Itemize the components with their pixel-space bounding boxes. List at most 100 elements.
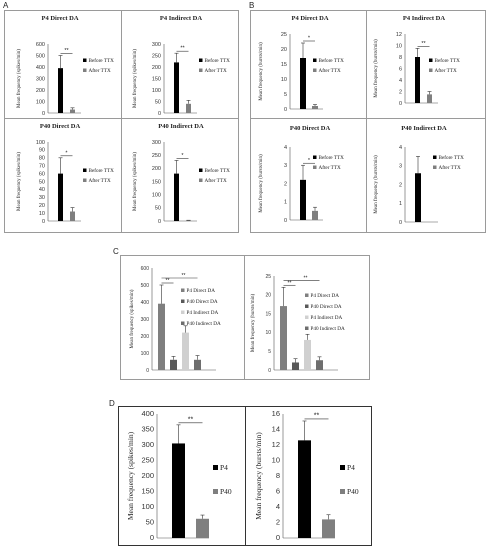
c5-legend-swatch-0: [429, 58, 433, 62]
c2-y-tick-label: 10: [39, 211, 45, 217]
c8-legend-label-1: P40 Direct DA: [187, 299, 218, 305]
c0-legend-swatch-1: [83, 68, 87, 72]
panel-label-d: D: [109, 399, 115, 408]
c11-y-tick-label: 8: [276, 471, 280, 480]
c9-bar-2: [304, 339, 311, 370]
c8-bar-2: [182, 332, 189, 370]
c6-legend-swatch-0: [313, 155, 317, 159]
c7-legend-swatch-0: [433, 155, 437, 159]
c1-legend-label-1: After TTX: [205, 67, 227, 74]
c7-legend-label-0: Before TTX: [439, 154, 465, 161]
c4-y-tick-label: 25: [281, 32, 287, 38]
c7-y-tick-label: 4: [399, 145, 402, 151]
c11-bar-0: [298, 440, 311, 538]
c5-y-tick-label: 12: [396, 32, 402, 38]
c4-legend-swatch-1: [313, 68, 317, 72]
c9-y-tick-label: 25: [265, 274, 271, 280]
c9-y-tick-label: 10: [265, 330, 271, 336]
panel-d-divider-v: [245, 406, 246, 546]
c0-y-tick-label: 100: [36, 99, 45, 105]
c6-legend-label-1: After TTX: [319, 164, 341, 171]
c11-y-tick-label: 0: [276, 533, 280, 542]
panel-b-divider-h: [250, 118, 486, 119]
c5-y-tick-label: 0: [399, 101, 402, 107]
c0-significance-mark: **: [64, 48, 69, 54]
c3-significance-mark: *: [181, 153, 184, 159]
c2-y-tick-label: 60: [39, 171, 45, 177]
c4-legend-swatch-0: [313, 58, 317, 62]
c6-y-tick-label: 0: [284, 218, 287, 224]
panel-b-frame: [250, 10, 486, 233]
c5-significance-mark: **: [421, 41, 426, 47]
c1-bar-0: [174, 62, 179, 113]
c6-significance-mark: *: [308, 158, 311, 164]
c10-y-tick-label: 300: [141, 440, 154, 449]
c4-y-tick-label: 5: [284, 92, 287, 98]
c4-legend-label-1: After TTX: [319, 67, 341, 74]
c8-legend-swatch-2: [181, 310, 185, 314]
c3-y-tick-label: 50: [155, 206, 161, 212]
c0-legend-label-0: Before TTX: [89, 57, 115, 64]
c8-y-tick-label: 300: [141, 317, 150, 323]
c11-y-tick-label: 4: [276, 502, 280, 511]
c2-y-tick-label: 80: [39, 156, 45, 162]
c3-chart-title: P40 Indirect DA: [158, 123, 204, 130]
c10-y-tick-label: 50: [146, 517, 154, 526]
c1-significance-mark: **: [180, 46, 185, 52]
c0-y-tick-label: 500: [36, 53, 45, 59]
c3-y-tick-label: 200: [152, 166, 161, 172]
panel-a-divider-h: [4, 118, 239, 119]
c9-bar-0: [280, 306, 287, 370]
c0-legend-label-1: After TTX: [89, 67, 111, 74]
c6-y-tick-label: 2: [284, 181, 287, 187]
c0-y-tick-label: 200: [36, 88, 45, 94]
c8-legend-label-3: P40 Indirect DA: [187, 321, 222, 327]
c3-y-tick-label: 0: [158, 219, 161, 225]
c9-y-tick-label: 20: [265, 293, 271, 299]
c0-y-axis-label: Mean frequency (spikes/min): [17, 49, 22, 108]
c5-legend-label-1: After TTX: [435, 67, 457, 74]
c10-significance-mark: **: [188, 416, 194, 423]
c8-legend-label-2: P4 Indirect DA: [187, 310, 219, 316]
c6-y-tick-label: 1: [284, 200, 287, 206]
c11-y-tick-label: 16: [272, 409, 280, 418]
c10-y-tick-label: 250: [141, 455, 154, 464]
c11-legend-label-1: P40: [347, 487, 359, 496]
c7-y-tick-label: 0: [399, 220, 402, 226]
c9-bar-1: [292, 362, 299, 370]
c1-legend-label-0: Before TTX: [205, 57, 231, 64]
c5-y-tick-label: 8: [399, 55, 402, 61]
c11-significance-mark: **: [314, 412, 320, 419]
c10-legend-label-0: P4: [220, 463, 228, 472]
c3-y-tick-label: 100: [152, 192, 161, 198]
c9-legend-label-0: P4 Direct DA: [311, 293, 340, 299]
c9-y-tick-label: 15: [265, 311, 271, 317]
c8-significance-mark-0: **: [166, 278, 170, 284]
c10-y-tick-label: 200: [141, 471, 154, 480]
c2-y-tick-label: 100: [36, 140, 45, 146]
c8-legend-swatch-3: [181, 321, 185, 325]
c9-legend-label-3: P40 Indirect DA: [311, 326, 346, 332]
c3-bar-0: [174, 173, 179, 221]
c10-y-tick-label: 100: [141, 502, 154, 511]
c2-bar-1: [70, 211, 75, 221]
c4-chart-title: P4 Direct DA: [291, 15, 328, 22]
c7-y-axis-label: Mean frequency (bursts/min): [374, 155, 379, 214]
c5-y-axis-label: Mean frequency (bursts/min): [374, 39, 379, 98]
c9-legend-label-2: P4 Indirect DA: [311, 315, 343, 321]
c8-legend-swatch-0: [181, 288, 185, 292]
c2-significance-mark: *: [65, 150, 68, 156]
c8-bar-1: [170, 359, 177, 370]
c3-legend-label-1: After TTX: [205, 177, 227, 184]
c5-chart-title: P4 Indirect DA: [403, 15, 445, 22]
c10-legend-swatch-1: [213, 489, 218, 494]
c2-legend-label-1: After TTX: [89, 177, 111, 184]
c10-legend-swatch-0: [213, 465, 218, 470]
c4-bar-1: [312, 106, 318, 109]
c1-chart-title: P4 Indirect DA: [160, 15, 202, 22]
c0-bar-0: [58, 68, 63, 113]
c7-bar-0: [415, 173, 421, 222]
c8-y-tick-label: 600: [141, 266, 150, 272]
c1-y-tick-label: 200: [152, 65, 161, 71]
